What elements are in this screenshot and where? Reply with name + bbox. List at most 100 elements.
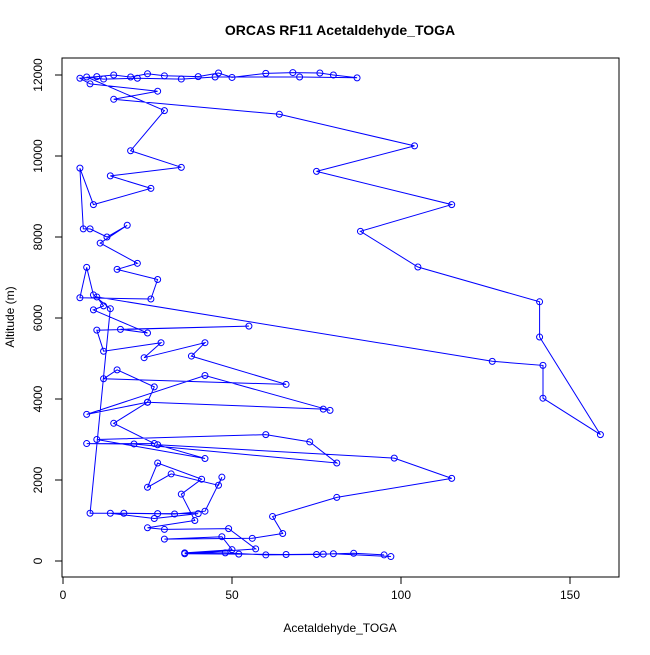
data-point <box>194 73 202 81</box>
data-point <box>536 333 544 341</box>
y-axis-label: Altitude (m) <box>3 286 17 347</box>
x-tick-label: 150 <box>560 588 580 602</box>
data-point <box>160 72 168 80</box>
data-point <box>133 74 141 82</box>
data-point <box>387 553 395 561</box>
data-point <box>154 276 162 284</box>
data-point <box>113 366 121 374</box>
data-point <box>201 339 209 347</box>
data-point <box>100 375 108 383</box>
data-point <box>350 549 358 557</box>
data-point <box>86 80 94 88</box>
data-point <box>83 440 91 448</box>
data-point <box>133 259 141 267</box>
data-point <box>140 354 148 362</box>
data-point <box>296 73 304 81</box>
data-point <box>110 419 118 427</box>
data-point <box>225 525 233 533</box>
chart-title: ORCAS RF11 Acetaldehyde_TOGA <box>225 22 455 38</box>
data-point <box>356 227 364 235</box>
data-point <box>214 69 222 77</box>
data-point <box>333 459 341 467</box>
data-point <box>248 534 256 542</box>
data-point <box>282 551 290 559</box>
data-point <box>313 551 321 559</box>
data-point <box>150 383 158 391</box>
x-tick-label: 100 <box>391 588 411 602</box>
data-point <box>262 69 270 77</box>
data-point <box>86 225 94 233</box>
data-point <box>191 517 199 525</box>
y-tick-label: 0 <box>31 557 45 564</box>
data-point <box>130 440 138 448</box>
data-point <box>76 294 84 302</box>
data-point <box>144 329 152 337</box>
data-point <box>154 87 162 95</box>
data-point <box>147 184 155 192</box>
data-point <box>83 410 91 418</box>
y-tick-label: 6000 <box>31 304 45 331</box>
data-point <box>110 95 118 103</box>
data-point <box>448 474 456 482</box>
data-point <box>154 441 162 449</box>
data-point <box>106 509 114 517</box>
data-point <box>218 533 226 541</box>
data-point <box>150 514 158 522</box>
data-point <box>106 172 114 180</box>
data-point <box>110 71 118 79</box>
data-point <box>319 550 327 558</box>
data-point <box>150 440 158 448</box>
data-point <box>123 221 131 229</box>
data-point <box>76 164 84 172</box>
data-point <box>198 475 206 483</box>
data-point <box>86 509 94 517</box>
data-point <box>177 163 185 171</box>
y-tick-label: 10000 <box>31 139 45 173</box>
data-point <box>93 436 101 444</box>
data-point <box>262 551 270 559</box>
data-point <box>448 201 456 209</box>
data-point <box>539 394 547 402</box>
data-point <box>177 490 185 498</box>
data-point <box>252 545 260 553</box>
data-point <box>329 550 337 558</box>
data-point <box>211 73 219 81</box>
data-point <box>201 455 209 463</box>
data-point <box>96 239 104 247</box>
data-point <box>83 263 91 271</box>
data-point <box>83 73 91 81</box>
data-point <box>127 73 135 81</box>
data-point <box>380 551 388 559</box>
data-point <box>289 69 297 77</box>
data-point <box>333 493 341 501</box>
data-point <box>160 107 168 115</box>
data-point <box>279 529 287 537</box>
data-point <box>319 405 327 413</box>
data-point <box>488 357 496 365</box>
data-point <box>353 74 361 82</box>
data-point <box>171 510 179 518</box>
data-point <box>269 512 277 520</box>
x-axis-label: Acetaldehyde_TOGA <box>283 621 396 635</box>
data-point <box>144 524 152 532</box>
data-point <box>103 233 111 241</box>
data-point <box>539 361 547 369</box>
data-point <box>262 431 270 439</box>
data-point <box>194 510 202 518</box>
data-point <box>113 265 121 273</box>
data-point <box>89 306 97 314</box>
data-point <box>157 339 165 347</box>
data-point <box>228 546 236 554</box>
data-point <box>160 535 168 543</box>
data-point <box>144 398 152 406</box>
data-point <box>144 483 152 491</box>
x-tick-label: 50 <box>225 588 239 602</box>
data-point <box>411 142 419 150</box>
data-point <box>218 473 226 481</box>
data-point <box>100 347 108 355</box>
data-point <box>275 110 283 118</box>
data-point <box>167 470 175 478</box>
x-tick-label: 0 <box>60 588 67 602</box>
